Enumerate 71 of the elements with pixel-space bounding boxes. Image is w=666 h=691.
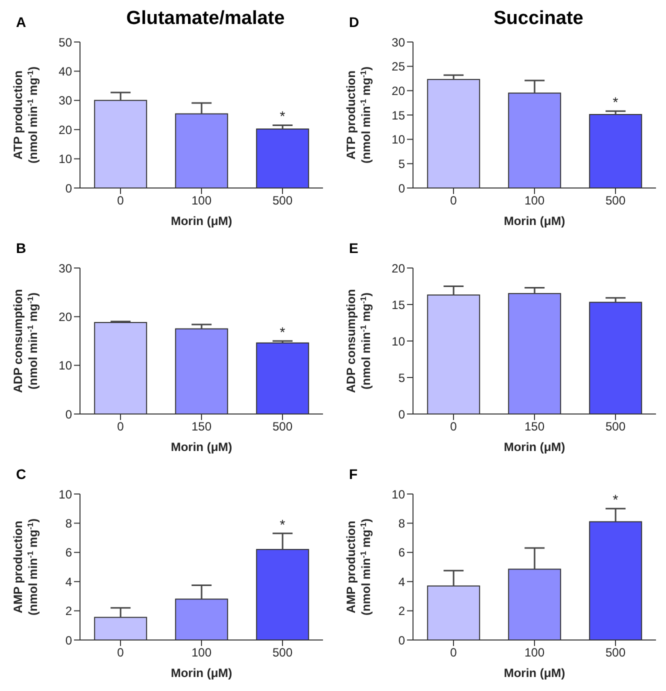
x-tick-label: 0 <box>450 194 458 208</box>
y-tick-label: 30 <box>58 94 72 108</box>
y-tick-label: 0 <box>398 181 406 196</box>
y-tick-label: 10 <box>392 334 406 348</box>
x-tick-label: 100 <box>524 646 545 660</box>
y-tick-label: 30 <box>58 261 72 276</box>
x-axis-title: Morin (μM) <box>502 666 566 680</box>
y-tick-label: 10 <box>392 487 406 502</box>
x-axis-title: Morin (μM) <box>502 440 566 454</box>
y-tick-label: 8 <box>65 516 72 530</box>
y-tick-label: 10 <box>58 487 72 502</box>
y-tick-label: 30 <box>392 35 406 50</box>
x-tick-label: 100 <box>524 194 545 208</box>
x-tick-label: 0 <box>450 420 458 434</box>
text: C <box>16 466 26 482</box>
y-tick-label: 20 <box>58 122 72 137</box>
x-tick-label: 500 <box>605 646 626 660</box>
y-tick-label: 10 <box>58 152 72 166</box>
y-tick-label: 0 <box>398 633 406 648</box>
y-tick-label: 0 <box>65 633 72 648</box>
text: D <box>349 14 360 30</box>
x-tick-label: 500 <box>605 420 626 434</box>
x-tick-label: 150 <box>191 420 212 434</box>
y-tick-label: 0 <box>398 407 406 422</box>
x-tick-label: 0 <box>117 194 124 208</box>
text: E <box>349 240 358 256</box>
y-tick-label: 6 <box>398 546 406 560</box>
annotation: * <box>280 516 286 532</box>
y-tick-label: 25 <box>392 60 406 74</box>
x-axis-title: Morin (μM) <box>170 666 234 680</box>
x-tick-label: 500 <box>605 194 626 208</box>
x-axis-title: Morin (μM) <box>170 214 234 228</box>
annotation: * <box>280 324 286 340</box>
x-tick-label: 100 <box>191 646 212 660</box>
x-axis-title: Morin (μM) <box>170 440 234 454</box>
text: F <box>349 466 358 482</box>
x-tick-label: 0 <box>450 646 458 660</box>
y-tick-label: 5 <box>398 370 406 385</box>
y-tick-label: 2 <box>398 604 406 618</box>
annotation: * <box>280 108 286 124</box>
annotation: * <box>612 492 619 508</box>
x-axis-title: Morin (μM) <box>502 214 566 228</box>
x-tick-label: 500 <box>272 646 293 660</box>
y-tick-label: 50 <box>58 35 72 50</box>
y-tick-label: 10 <box>58 358 72 373</box>
annotation: * <box>612 94 619 110</box>
y-tick-label: 5 <box>398 156 406 171</box>
x-tick-label: 0 <box>117 420 124 434</box>
y-tick-label: 20 <box>392 84 406 98</box>
y-tick-label: 15 <box>392 298 406 312</box>
x-tick-label: 500 <box>272 420 293 434</box>
x-tick-label: 0 <box>117 646 124 660</box>
chart-title: Succinate <box>492 8 584 30</box>
y-tick-label: 0 <box>65 181 72 196</box>
y-tick-label: 6 <box>65 546 72 560</box>
chart-title: Glutamate/malate <box>125 8 286 30</box>
y-tick-label: 40 <box>58 64 72 78</box>
y-tick-label: 20 <box>392 261 406 276</box>
y-tick-label: 4 <box>398 574 406 589</box>
x-tick-label: 150 <box>524 420 545 434</box>
x-tick-label: 100 <box>191 194 212 208</box>
y-tick-label: 4 <box>65 574 72 589</box>
y-tick-label: 2 <box>65 604 72 618</box>
y-tick-label: 0 <box>65 407 72 422</box>
y-tick-label: 8 <box>398 516 406 530</box>
text: A <box>16 14 26 30</box>
y-tick-label: 20 <box>58 310 72 324</box>
x-tick-label: 500 <box>272 194 293 208</box>
y-tick-label: 10 <box>392 132 406 147</box>
text: B <box>16 240 26 256</box>
y-tick-label: 15 <box>392 108 406 122</box>
